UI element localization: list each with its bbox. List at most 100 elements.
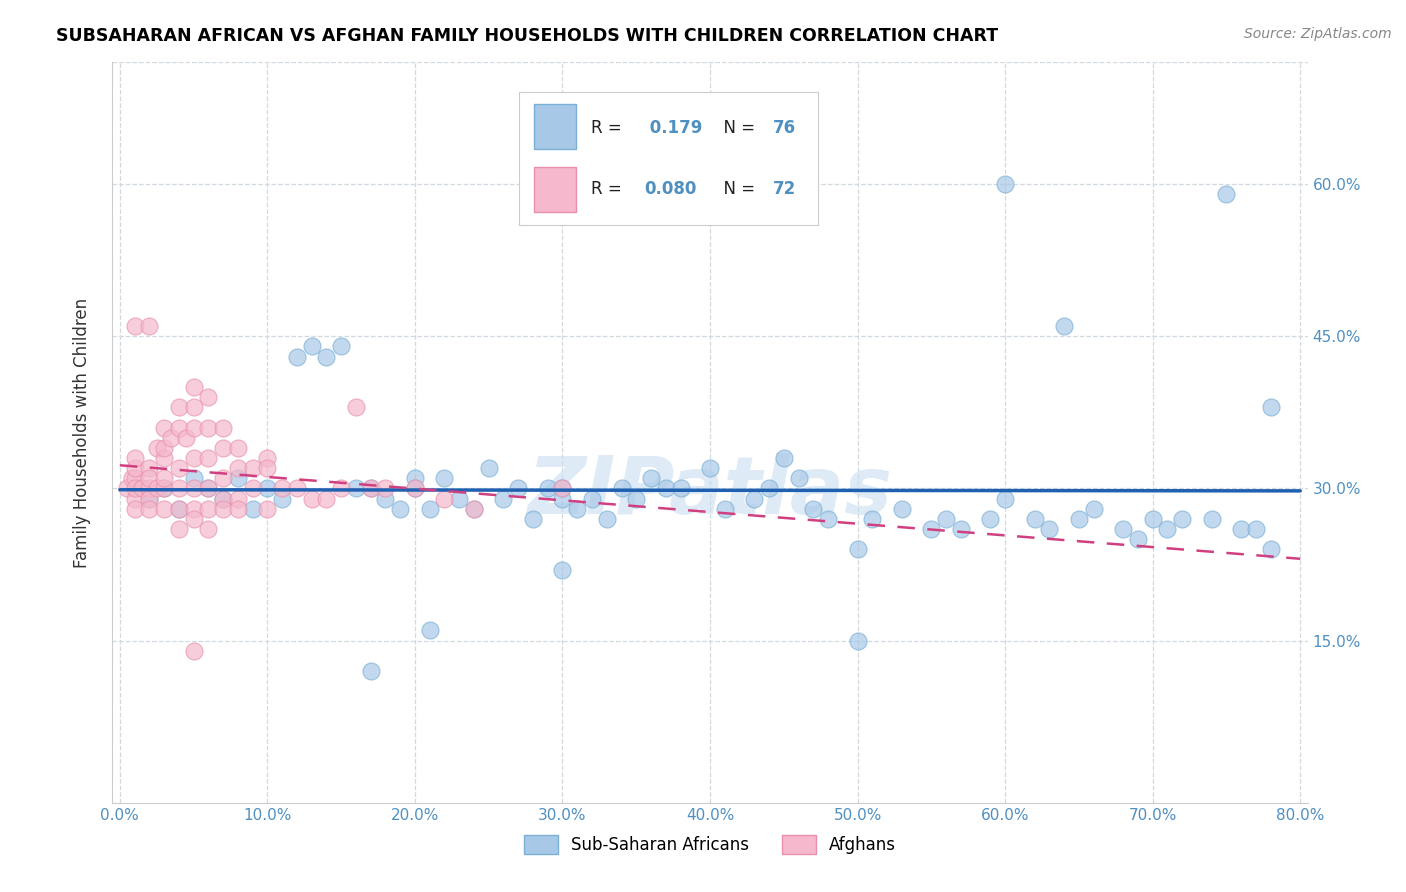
Point [551,562,574,576]
Point [167,501,190,516]
Point [167,522,190,536]
Point [197,482,219,496]
Point [315,491,337,506]
Point [183,512,205,526]
Point [1260,542,1282,557]
Point [160,431,183,445]
Point [890,501,912,516]
Point [153,482,176,496]
Point [1201,512,1223,526]
Point [242,461,264,475]
Point [404,471,426,485]
Point [301,339,323,353]
Point [124,501,146,516]
Point [285,350,308,364]
Point [183,420,205,434]
Point [742,491,765,506]
Point [374,491,396,506]
Point [183,380,205,394]
Point [817,512,839,526]
Point [138,319,160,334]
Point [860,512,883,526]
Point [655,482,678,496]
Point [419,624,441,638]
Point [551,482,574,496]
Point [626,491,648,506]
Point [256,501,278,516]
Point [492,491,515,506]
Point [1244,522,1267,536]
Point [167,420,190,434]
Point [478,461,501,475]
Point [1083,501,1105,516]
Point [1126,532,1149,546]
Point [153,441,176,455]
Point [242,501,264,516]
Point [138,491,160,506]
Legend: Sub-Saharan Africans, Afghans: Sub-Saharan Africans, Afghans [517,829,903,861]
Point [551,491,574,506]
Point [610,482,633,496]
Point [360,664,382,678]
Text: Source: ZipAtlas.com: Source: ZipAtlas.com [1244,27,1392,41]
Point [183,401,205,415]
Point [197,501,219,516]
Y-axis label: Family Households with Children: Family Households with Children [73,298,91,567]
Point [330,339,353,353]
Point [212,441,235,455]
Point [1112,522,1135,536]
Point [463,501,485,516]
Point [138,491,160,506]
Point [699,461,721,475]
Point [256,461,278,475]
Point [846,633,869,648]
Point [949,522,972,536]
Point [197,390,219,404]
Point [330,482,353,496]
Point [271,491,294,506]
Point [226,461,249,475]
Point [212,420,235,434]
Point [389,501,412,516]
Point [344,401,367,415]
Point [174,431,197,445]
Point [153,450,176,465]
Point [197,420,219,434]
Point [404,482,426,496]
Point [301,491,323,506]
Point [183,450,205,465]
Point [256,482,278,496]
Point [979,512,1001,526]
Point [537,482,560,496]
Point [449,491,471,506]
Point [124,471,146,485]
Point [1260,401,1282,415]
Point [404,482,426,496]
Point [994,177,1017,191]
Point [138,482,160,496]
Point [145,441,167,455]
Point [124,461,146,475]
Point [212,491,235,506]
Point [640,471,662,485]
Point [226,501,249,516]
Point [419,501,441,516]
Point [1156,522,1178,536]
Point [115,482,138,496]
Point [167,461,190,475]
Point [433,491,456,506]
Point [344,482,367,496]
Point [183,501,205,516]
Point [167,501,190,516]
Point [226,491,249,506]
Point [1053,319,1076,334]
Point [1067,512,1090,526]
Point [153,482,176,496]
Point [596,512,619,526]
Point [124,482,146,496]
Point [522,512,544,526]
Point [360,482,382,496]
Point [138,501,160,516]
Point [1038,522,1060,536]
Point [138,471,160,485]
